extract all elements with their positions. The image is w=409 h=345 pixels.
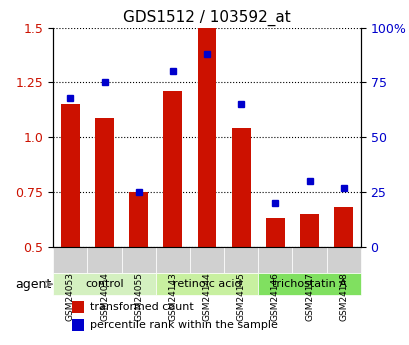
Bar [163,91,182,247]
FancyBboxPatch shape [53,273,155,295]
Bar [265,218,284,247]
Text: GSM24054: GSM24054 [100,272,109,321]
FancyBboxPatch shape [155,247,189,273]
Text: GSM24144: GSM24144 [202,272,211,321]
FancyBboxPatch shape [292,247,326,273]
FancyBboxPatch shape [121,247,155,273]
Text: GSM24146: GSM24146 [270,272,279,321]
Text: GSM24147: GSM24147 [304,272,313,321]
FancyBboxPatch shape [87,247,121,273]
Bar [61,104,80,247]
Bar [299,214,318,247]
FancyBboxPatch shape [258,247,292,273]
FancyBboxPatch shape [326,247,360,273]
Bar [95,118,114,247]
Text: control: control [85,279,124,289]
Title: GDS1512 / 103592_at: GDS1512 / 103592_at [123,10,290,26]
Text: transformed count: transformed count [90,302,193,312]
Text: trichostatin A: trichostatin A [272,279,346,289]
Bar [129,192,148,247]
FancyBboxPatch shape [224,247,258,273]
Text: GSM24055: GSM24055 [134,272,143,321]
Text: GSM24143: GSM24143 [168,272,177,321]
Bar [72,301,84,313]
FancyBboxPatch shape [189,247,224,273]
Text: retinoic acid: retinoic acid [172,279,241,289]
Text: GSM24145: GSM24145 [236,272,245,321]
Bar [72,319,84,331]
FancyBboxPatch shape [258,273,360,295]
Bar [333,207,352,247]
Text: GSM24148: GSM24148 [338,272,347,321]
Text: percentile rank within the sample: percentile rank within the sample [90,320,277,330]
Bar [231,128,250,247]
Text: agent: agent [15,278,52,291]
FancyBboxPatch shape [53,247,87,273]
Text: GSM24053: GSM24053 [66,272,75,321]
Bar [197,28,216,247]
FancyBboxPatch shape [155,273,258,295]
